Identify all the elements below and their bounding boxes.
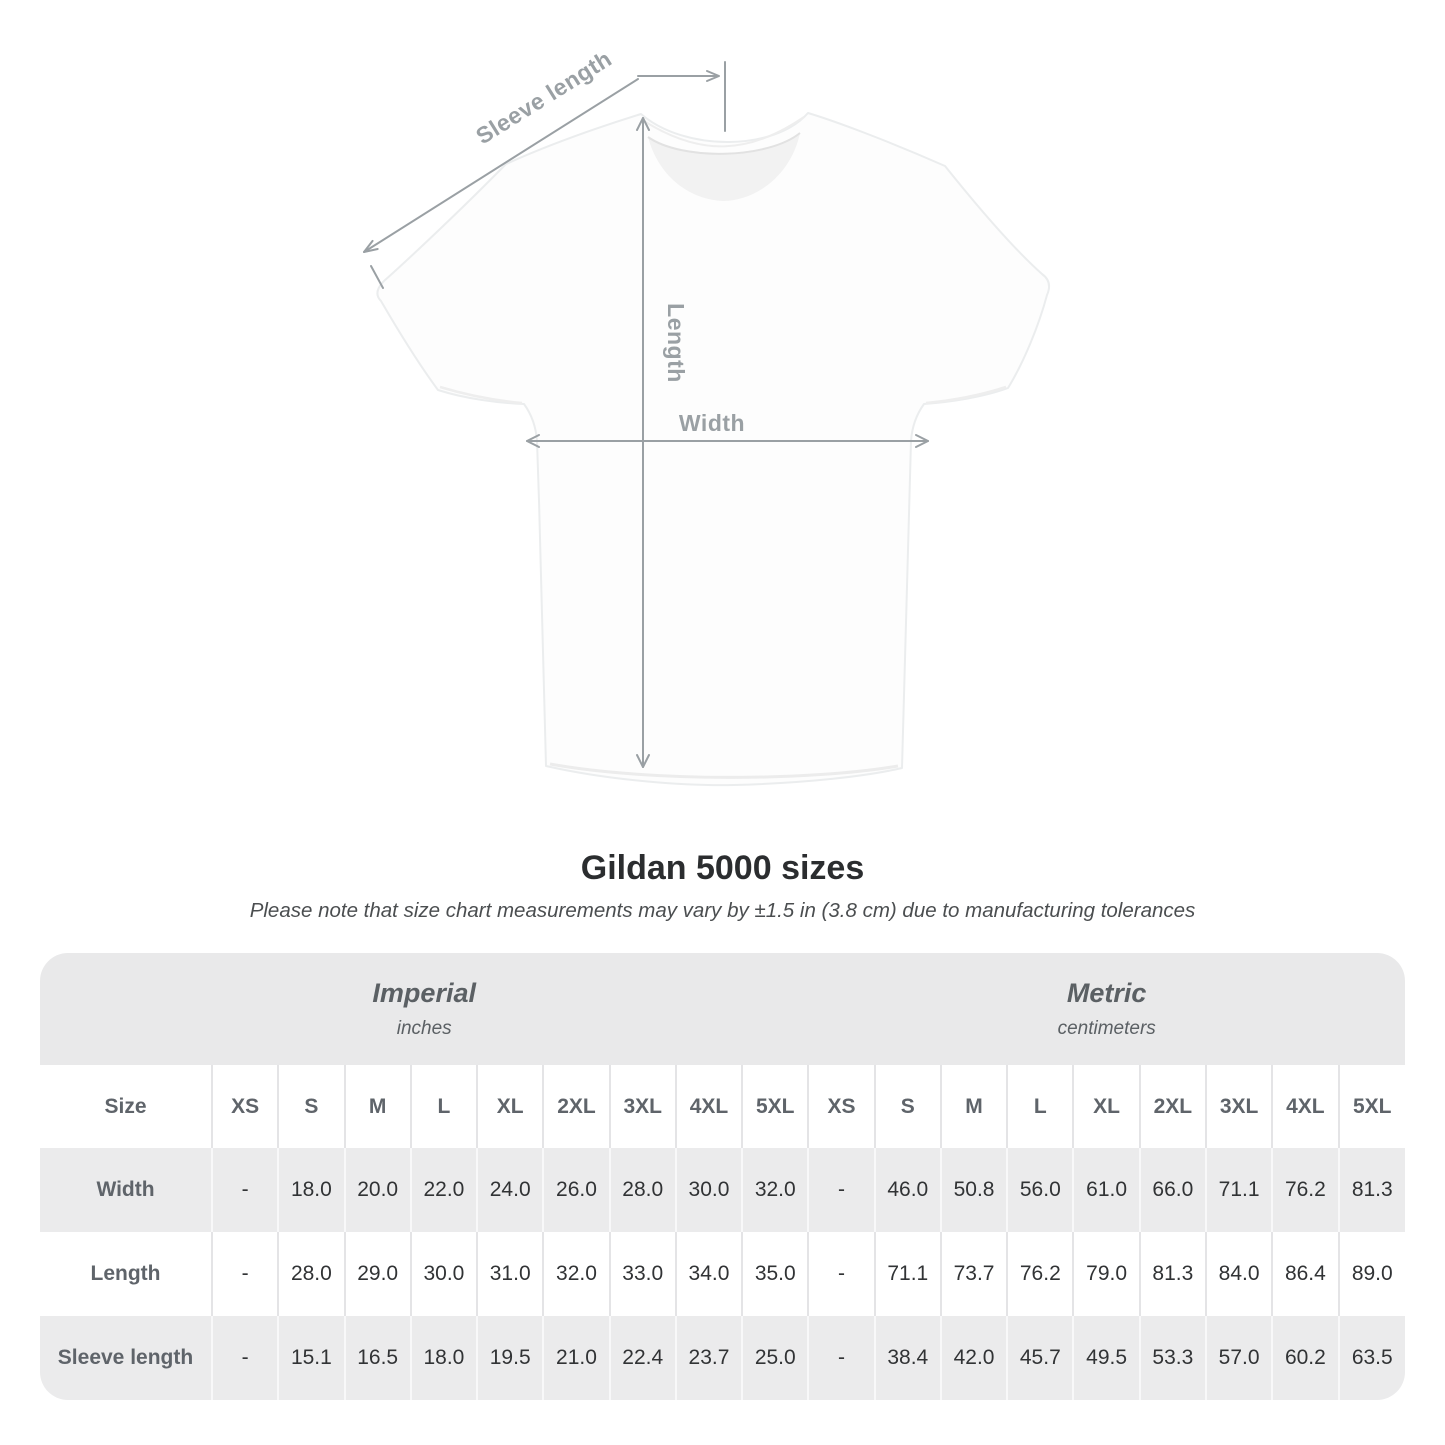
table-cell: 22.0 [409,1148,478,1232]
tshirt-image [376,112,1051,787]
size-col-imperial-3xl: 3XL [608,1065,676,1148]
metric-group-header: Metric centimeters [808,953,1405,1065]
size-col-imperial-xl: XL [476,1065,544,1148]
row-label: Sleeve length [40,1316,212,1400]
table-cell: - [807,1316,875,1400]
size-col-imperial-2xl: 2XL [542,1065,610,1148]
table-cell: 57.0 [1204,1316,1273,1400]
table-cell: 30.0 [674,1148,743,1232]
table-cell: 89.0 [1337,1232,1405,1316]
table-cell: 76.2 [1006,1232,1074,1316]
table-cell: 29.0 [343,1232,411,1316]
table-cell: 32.0 [741,1148,809,1232]
table-cell: - [210,1232,279,1316]
table-cell: 46.0 [873,1148,941,1232]
table-cell: 61.0 [1072,1148,1140,1232]
size-col-metric-l: L [1006,1065,1074,1148]
size-col-metric-3xl: 3XL [1204,1065,1273,1148]
row-label: Length [40,1232,212,1316]
table-cell: 20.0 [343,1148,411,1232]
table-cell: 25.0 [741,1316,809,1400]
table-cell: 50.8 [939,1148,1008,1232]
table-cell: 34.0 [674,1232,743,1316]
metric-unit: centimeters [1057,1018,1156,1039]
size-col-metric-5xl: 5XL [1337,1065,1405,1148]
size-col-metric-2xl: 2XL [1138,1065,1206,1148]
table-cell: 15.1 [277,1316,345,1400]
table-cell: 28.0 [277,1232,345,1316]
table-cell: - [807,1232,875,1316]
table-cell: 76.2 [1271,1148,1339,1232]
size-col-imperial-s: S [277,1065,345,1148]
table-cell: 33.0 [608,1232,676,1316]
table-cell: 18.0 [409,1316,478,1400]
table-cell: 60.2 [1271,1316,1339,1400]
size-col-metric-xs: XS [807,1065,875,1148]
size-col-imperial-l: L [409,1065,478,1148]
size-col-metric-xl: XL [1072,1065,1140,1148]
table-cell: 81.3 [1138,1232,1206,1316]
table-cell: 32.0 [542,1232,610,1316]
table-cell: 81.3 [1337,1148,1405,1232]
table-cell: 23.7 [674,1316,743,1400]
table-cell: 19.5 [476,1316,544,1400]
length-arrow [636,117,650,768]
width-arrow [526,434,929,448]
unit-group-row: Imperial inches Metric centimeters [40,953,1405,1065]
size-col-imperial-m: M [343,1065,411,1148]
table-cell: 73.7 [939,1232,1008,1316]
imperial-group-header: Imperial inches [40,953,809,1065]
table-cell: 24.0 [476,1148,544,1232]
table-cell: 28.0 [608,1148,676,1232]
table-cell: 71.1 [873,1232,941,1316]
table-cell: 21.0 [542,1316,610,1400]
table-cell: 26.0 [542,1148,610,1232]
table-row-length: Length - 28.0 29.0 30.0 31.0 32.0 33.0 3… [40,1232,1405,1316]
table-cell: 63.5 [1337,1316,1405,1400]
page-title: Gildan 5000 sizes [580,849,865,887]
table-cell: 79.0 [1072,1232,1140,1316]
table-cell: 71.1 [1204,1148,1273,1232]
table-cell: 42.0 [939,1316,1008,1400]
table-row-width: Width - 18.0 20.0 22.0 24.0 26.0 28.0 30… [40,1148,1405,1232]
table-cell: 35.0 [741,1232,809,1316]
table-cell: 30.0 [409,1232,478,1316]
table-cell: - [807,1148,875,1232]
size-col-imperial-5xl: 5XL [741,1065,809,1148]
imperial-label: Imperial [372,978,476,1008]
size-col-metric-m: M [939,1065,1008,1148]
table-cell: 31.0 [476,1232,544,1316]
table-cell: 53.3 [1138,1316,1206,1400]
length-label: Length [663,303,689,383]
tolerance-note: Please note that size chart measurements… [249,899,1196,922]
table-cell: 16.5 [343,1316,411,1400]
table-cell: 18.0 [277,1148,345,1232]
table-cell: 38.4 [873,1316,941,1400]
table-row-sleeve-length: Sleeve length - 15.1 16.5 18.0 19.5 21.0… [40,1316,1405,1400]
table-cell: - [210,1316,279,1400]
row-label: Width [40,1148,212,1232]
size-table: Imperial inches Metric centimeters Size … [40,953,1405,1400]
table-cell: 49.5 [1072,1316,1140,1400]
table-cell: 84.0 [1204,1232,1273,1316]
table-cell: 56.0 [1006,1148,1074,1232]
sleeve-length-arrow [363,61,726,289]
table-cell: 22.4 [608,1316,676,1400]
size-header-cell: Size [40,1065,212,1148]
table-cell: - [210,1148,279,1232]
table-cell: 66.0 [1138,1148,1206,1232]
table-cell: 86.4 [1271,1232,1339,1316]
size-col-imperial-xs: XS [210,1065,279,1148]
metric-label: Metric [1066,978,1147,1008]
size-header-row: Size XS S M L XL 2XL 3XL 4XL 5XL XS S M … [40,1065,1405,1148]
tshirt-measurement-diagram: Sleeve length Length Width [363,45,1051,787]
size-col-metric-s: S [873,1065,941,1148]
size-col-imperial-4xl: 4XL [674,1065,743,1148]
size-col-metric-4xl: 4XL [1271,1065,1339,1148]
width-label: Width [679,410,745,436]
table-cell: 45.7 [1006,1316,1074,1400]
size-table-container: Imperial inches Metric centimeters Size … [40,953,1405,1400]
imperial-unit: inches [396,1018,452,1039]
